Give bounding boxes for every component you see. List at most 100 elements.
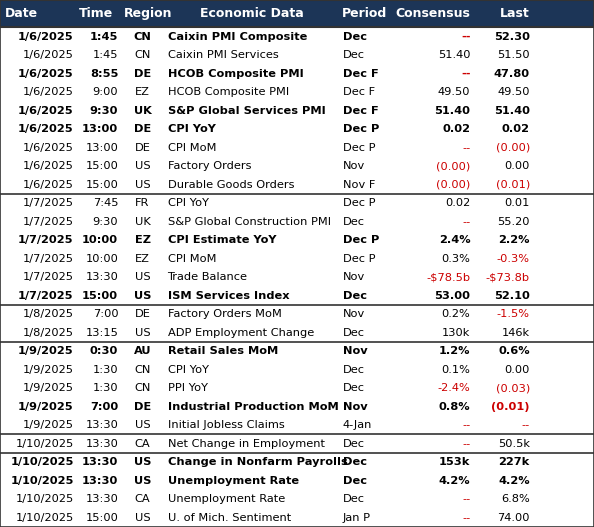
Text: 55.20: 55.20: [497, 217, 530, 227]
Text: Dec F: Dec F: [343, 87, 375, 97]
Text: Dec: Dec: [343, 50, 365, 60]
Text: Unemployment Rate: Unemployment Rate: [168, 494, 285, 504]
Text: HCOB Composite PMI: HCOB Composite PMI: [168, 87, 289, 97]
Text: 1:45: 1:45: [90, 32, 118, 42]
Text: Industrial Production MoM: Industrial Production MoM: [168, 402, 338, 412]
Text: Dec: Dec: [343, 328, 365, 338]
Text: Trade Balance: Trade Balance: [168, 272, 248, 282]
Text: 1/7/2025: 1/7/2025: [18, 291, 74, 301]
Text: UK: UK: [135, 217, 150, 227]
Text: Dec P: Dec P: [343, 198, 375, 208]
Text: --: --: [522, 420, 530, 430]
Text: -2.4%: -2.4%: [438, 383, 470, 393]
Text: US: US: [135, 328, 150, 338]
Text: (0.01): (0.01): [491, 402, 530, 412]
Text: 1/7/2025: 1/7/2025: [23, 198, 74, 208]
Text: --: --: [462, 513, 470, 523]
Text: PPI YoY: PPI YoY: [168, 383, 207, 393]
Text: CPI MoM: CPI MoM: [168, 253, 216, 264]
Text: DE: DE: [135, 143, 150, 153]
Text: Net Change in Employment: Net Change in Employment: [168, 439, 324, 448]
Text: Caixin PMI Services: Caixin PMI Services: [168, 50, 278, 60]
Text: 52.10: 52.10: [494, 291, 530, 301]
Text: US: US: [135, 180, 150, 190]
Text: Dec F: Dec F: [343, 69, 378, 79]
Text: 10:00: 10:00: [82, 235, 118, 245]
Text: Jan P: Jan P: [343, 513, 371, 523]
Text: DE: DE: [134, 124, 151, 134]
Text: 1/6/2025: 1/6/2025: [23, 161, 74, 171]
Text: 1/9/2025: 1/9/2025: [23, 420, 74, 430]
Text: 7:00: 7:00: [93, 309, 118, 319]
Text: 0.6%: 0.6%: [498, 346, 530, 356]
Text: Dec P: Dec P: [343, 235, 379, 245]
Text: CN: CN: [134, 50, 151, 60]
Text: Dec: Dec: [343, 494, 365, 504]
Text: HCOB Composite PMI: HCOB Composite PMI: [168, 69, 304, 79]
Text: (0.00): (0.00): [436, 161, 470, 171]
Text: 1/6/2025: 1/6/2025: [18, 124, 74, 134]
Text: --: --: [462, 143, 470, 153]
Text: 13:30: 13:30: [82, 457, 118, 467]
Text: 1/6/2025: 1/6/2025: [23, 50, 74, 60]
Text: 13:15: 13:15: [86, 328, 118, 338]
Text: Dec: Dec: [343, 365, 365, 375]
Text: US: US: [135, 272, 150, 282]
Text: CA: CA: [135, 494, 150, 504]
Text: 13:30: 13:30: [82, 476, 118, 486]
Text: 0.8%: 0.8%: [439, 402, 470, 412]
Text: ISM Services Index: ISM Services Index: [168, 291, 289, 301]
Text: --: --: [462, 439, 470, 448]
Text: 13:00: 13:00: [86, 143, 118, 153]
Text: CN: CN: [134, 32, 151, 42]
Text: Region: Region: [124, 7, 172, 20]
Text: Caixin PMI Composite: Caixin PMI Composite: [168, 32, 307, 42]
Text: US: US: [135, 420, 150, 430]
Text: 1/6/2025: 1/6/2025: [23, 143, 74, 153]
Text: CPI YoY: CPI YoY: [168, 198, 208, 208]
Text: 50.5k: 50.5k: [498, 439, 530, 448]
Text: 1/10/2025: 1/10/2025: [10, 457, 74, 467]
Text: 2.4%: 2.4%: [439, 235, 470, 245]
Text: 9:30: 9:30: [90, 106, 118, 115]
Text: 1/9/2025: 1/9/2025: [18, 346, 74, 356]
Text: 49.50: 49.50: [438, 87, 470, 97]
Text: 1/8/2025: 1/8/2025: [23, 328, 74, 338]
Text: 52.30: 52.30: [494, 32, 530, 42]
Text: AU: AU: [134, 346, 151, 356]
Text: 10:00: 10:00: [86, 253, 118, 264]
Text: 74.00: 74.00: [497, 513, 530, 523]
Text: 0.01: 0.01: [504, 198, 530, 208]
Text: -$78.5b: -$78.5b: [426, 272, 470, 282]
Text: -0.3%: -0.3%: [497, 253, 530, 264]
Text: US: US: [135, 513, 150, 523]
Text: 15:00: 15:00: [82, 291, 118, 301]
Text: Nov: Nov: [343, 161, 365, 171]
Text: 1/10/2025: 1/10/2025: [15, 494, 74, 504]
Text: Nov: Nov: [343, 346, 367, 356]
Text: Nov: Nov: [343, 309, 365, 319]
Text: 0:30: 0:30: [90, 346, 118, 356]
Text: 15:00: 15:00: [86, 180, 118, 190]
Text: 227k: 227k: [498, 457, 530, 467]
Text: 51.50: 51.50: [497, 50, 530, 60]
Text: Dec: Dec: [343, 383, 365, 393]
Text: Dec F: Dec F: [343, 106, 378, 115]
Text: 1/10/2025: 1/10/2025: [15, 439, 74, 448]
Text: 15:00: 15:00: [86, 161, 118, 171]
Text: Dec P: Dec P: [343, 143, 375, 153]
Text: --: --: [462, 494, 470, 504]
Text: (0.01): (0.01): [495, 180, 530, 190]
Text: Dec P: Dec P: [343, 253, 375, 264]
Text: EZ: EZ: [135, 235, 150, 245]
Text: 1:30: 1:30: [93, 383, 118, 393]
Text: 1/6/2025: 1/6/2025: [18, 32, 74, 42]
Text: EZ: EZ: [135, 87, 150, 97]
Text: 0.02: 0.02: [445, 198, 470, 208]
Text: 8:55: 8:55: [90, 69, 118, 79]
Text: Last: Last: [500, 7, 530, 20]
Text: 0.3%: 0.3%: [441, 253, 470, 264]
Text: 13:00: 13:00: [82, 124, 118, 134]
Text: US: US: [135, 161, 150, 171]
Text: -1.5%: -1.5%: [497, 309, 530, 319]
